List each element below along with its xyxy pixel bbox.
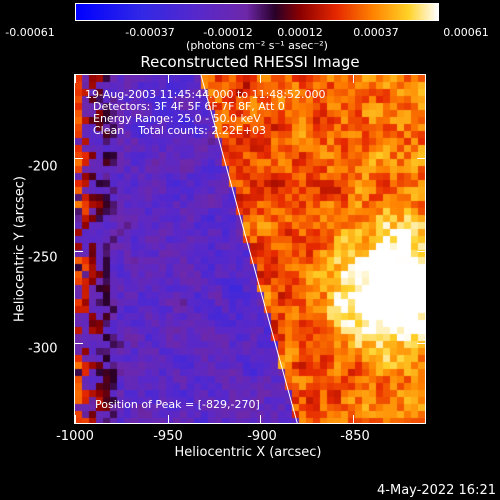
y-axis-label: Heliocentric Y (arcsec) — [12, 176, 28, 322]
x-tick-mark — [352, 415, 354, 423]
x-tick-mark — [260, 75, 262, 83]
y-tick-label: -250 — [28, 250, 58, 266]
info-time-range: 19-Aug-2003 11:45:44.000 to 11:48:52.000 — [85, 88, 326, 101]
x-tick-label: -1000 — [56, 429, 94, 444]
colorbar-tick-label: 0.00012 — [277, 26, 323, 39]
x-tick-mark — [75, 75, 76, 83]
x-tick-label: -950 — [153, 429, 183, 444]
x-tick-label: -850 — [340, 429, 370, 444]
colorbar-tick-label: -0.00012 — [203, 26, 253, 39]
y-tick-mark — [75, 158, 83, 160]
x-tick-mark — [75, 415, 76, 423]
info-energy-range: Energy Range: 25.0 - 50.0 keV — [93, 112, 261, 125]
heatmap-plot-area: 19-Aug-2003 11:45:44.000 to 11:48:52.000… — [74, 74, 426, 424]
colorbar — [75, 3, 439, 21]
y-tick-label: -300 — [28, 341, 58, 357]
heatmap-image — [75, 75, 425, 423]
y-tick-mark — [417, 158, 425, 160]
x-tick-label: -900 — [247, 429, 277, 444]
solar-limb-line — [200, 75, 298, 423]
y-tick-label: -200 — [28, 159, 58, 175]
y-tick-mark — [75, 250, 83, 252]
limb-overlay — [200, 75, 298, 423]
plot-title: Reconstructed RHESSI Image — [140, 53, 360, 71]
y-tick-mark — [417, 250, 425, 252]
colorbar-tick-label: -0.00037 — [125, 26, 175, 39]
info-detectors: Detectors: 3F 4F 5F 6F 7F 8F, Att 0 — [93, 100, 285, 113]
colorbar-tick-label: -0.00061 — [5, 26, 55, 39]
y-tick-mark — [417, 343, 425, 345]
peak-position-label: Position of Peak = [-829,-270] — [95, 398, 260, 411]
x-tick-mark — [167, 415, 169, 423]
y-tick-mark — [75, 343, 83, 345]
colorbar-unit-label: (photons cm⁻² s⁻¹ asec⁻²) — [186, 39, 328, 52]
colorbar-tick-label: 0.00037 — [353, 26, 399, 39]
x-tick-mark — [167, 75, 169, 83]
timestamp: 4-May-2022 16:21 — [377, 483, 496, 498]
x-tick-mark — [352, 75, 354, 83]
info-clean-counts: Clean Total counts: 2.22E+03 — [93, 124, 267, 137]
x-tick-mark — [260, 415, 262, 423]
x-axis-label: Heliocentric X (arcsec) — [174, 445, 322, 460]
colorbar-tick-label: 0.00061 — [443, 26, 489, 39]
